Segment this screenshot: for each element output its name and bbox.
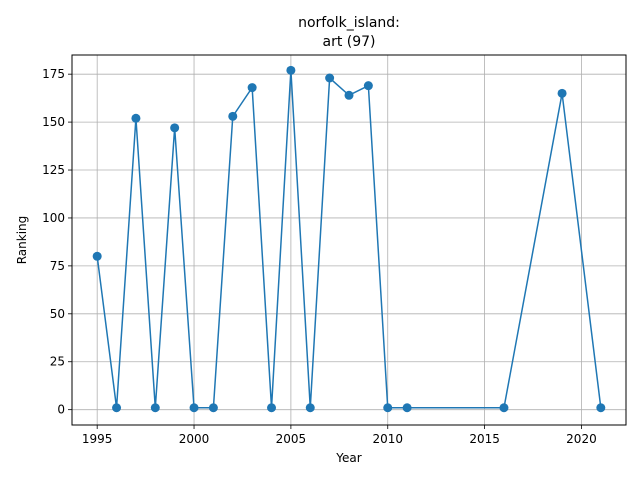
chart-title-line2: art (97) (322, 34, 375, 50)
x-tick-label: 2010 (372, 432, 403, 446)
y-tick-label: 50 (50, 307, 65, 321)
data-point (344, 90, 354, 100)
y-tick-label: 125 (42, 163, 65, 177)
data-point (170, 123, 180, 133)
plot-frame (71, 54, 627, 426)
series-layer (92, 65, 606, 413)
data-point (189, 403, 199, 413)
data-point (305, 403, 315, 413)
x-tick-label: 2020 (566, 432, 597, 446)
y-axis-label: Ranking (15, 216, 29, 265)
x-tick-label: 2005 (276, 432, 307, 446)
y-tick-label: 75 (50, 259, 65, 273)
data-point (208, 403, 218, 413)
data-point (92, 251, 102, 261)
y-tick-label: 25 (50, 355, 65, 369)
data-point (557, 88, 567, 98)
data-point (402, 403, 412, 413)
x-tick-label: 2000 (179, 432, 210, 446)
data-point (596, 403, 606, 413)
y-tick-label: 175 (42, 67, 65, 81)
grid (72, 55, 626, 425)
data-point (150, 403, 160, 413)
x-tick-label: 2015 (469, 432, 500, 446)
x-axis-ticks: 1995 2000 2005 2010 2015 2020 (82, 425, 597, 446)
data-point (112, 403, 122, 413)
data-point (267, 403, 277, 413)
data-point (286, 65, 296, 75)
data-point (325, 73, 335, 83)
y-axis-ticks: 0 25 50 75 100 125 150 175 (42, 67, 72, 417)
x-axis-label: Year (335, 451, 361, 465)
x-tick-label: 1995 (82, 432, 113, 446)
y-tick-label: 150 (42, 115, 65, 129)
data-point (247, 83, 257, 93)
y-tick-label: 0 (57, 403, 65, 417)
y-tick-label: 100 (42, 211, 65, 225)
data-point (499, 403, 509, 413)
chart-title-line1: norfolk_island: (298, 15, 400, 31)
series-line (96, 70, 602, 409)
data-point (228, 111, 238, 121)
data-point (363, 81, 373, 91)
data-point (131, 113, 141, 123)
data-point (383, 403, 393, 413)
